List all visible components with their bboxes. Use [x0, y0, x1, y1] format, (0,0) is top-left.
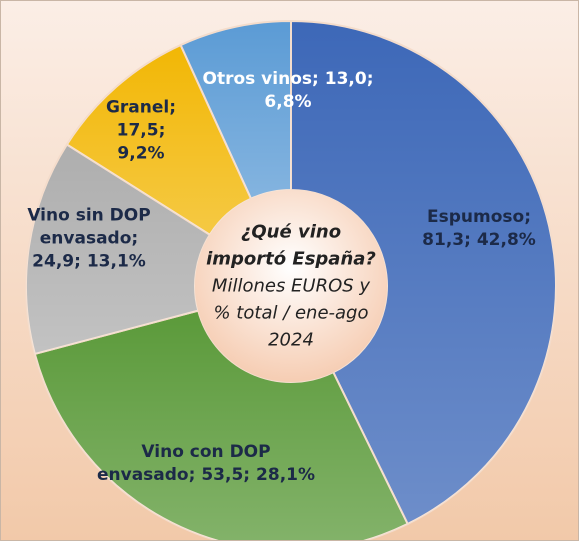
- label-name: Granel: [105, 97, 170, 118]
- label-value: 13,0: [324, 69, 367, 89]
- label-sep: ;: [464, 230, 471, 250]
- label-percent: 6,8%: [264, 92, 312, 112]
- label-sep: ;: [158, 120, 166, 141]
- label-name: Vino sin DOP envasado: [27, 205, 151, 249]
- data-label: Vino sin DOP envasado; 24,9; 13,1%: [24, 205, 154, 274]
- label-value: 81,3: [422, 230, 465, 250]
- label-name: Otros vinos: [202, 69, 313, 89]
- chart-title: ¿Qué vino importó España?: [206, 221, 376, 270]
- label-value: 17,5: [116, 120, 159, 141]
- label-name: Espumoso: [426, 207, 525, 227]
- label-value: 53,5: [201, 465, 244, 485]
- label-percent: 9,2%: [117, 143, 165, 164]
- label-sep: ;: [524, 207, 531, 227]
- label-sep: ;: [131, 228, 139, 249]
- label-sep: ;: [169, 97, 177, 118]
- label-percent: 28,1%: [256, 465, 316, 485]
- label-name: Vino con DOP envasado: [96, 442, 271, 485]
- center-text: ¿Qué vino importó España? Millones EUROS…: [206, 219, 376, 354]
- slice-shade: [25, 144, 210, 354]
- data-label: Otros vinos; 13,0; 6,8%: [201, 68, 376, 114]
- label-sep: ;: [74, 251, 81, 272]
- slice-shade: [291, 21, 556, 524]
- slice-shade: [180, 20, 291, 199]
- label-value: 24,9: [32, 251, 75, 272]
- label-sep: ;: [366, 69, 374, 89]
- slice-shade: [34, 310, 408, 540]
- label-percent: 42,8%: [476, 230, 536, 250]
- data-label: Vino con DOP envasado; 53,5; 28,1%: [91, 441, 321, 487]
- center-hole: [195, 190, 387, 382]
- slice-shade: [66, 45, 252, 235]
- data-label: Granel; 17,5; 9,2%: [96, 97, 186, 166]
- data-label: Espumoso; 81,3; 42,8%: [409, 206, 549, 252]
- chart-subtitle: Millones EUROS y % total / ene-ago 2024: [211, 275, 371, 351]
- label-sep: ;: [243, 465, 251, 485]
- label-sep: ;: [312, 69, 319, 89]
- label-sep: ;: [188, 465, 196, 485]
- label-percent: 13,1%: [86, 251, 146, 272]
